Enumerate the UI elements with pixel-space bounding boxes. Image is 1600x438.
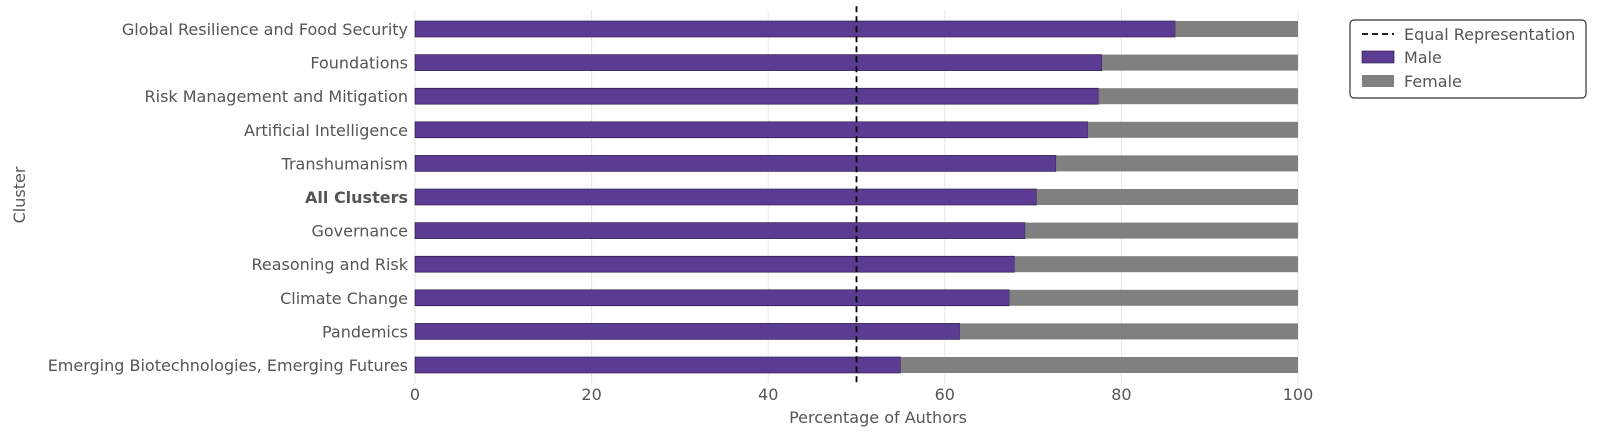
legend-female-label: Female <box>1404 72 1462 91</box>
legend-male-label: Male <box>1404 48 1442 67</box>
bar-male-1 <box>414 54 1103 71</box>
bar-female-8 <box>1009 289 1298 306</box>
bar-female-3 <box>1087 121 1298 138</box>
bar-female-0 <box>1175 21 1298 37</box>
category-label-3: Artificial Intelligence <box>244 121 408 140</box>
bar-male-8 <box>414 289 1010 307</box>
bar-female-2 <box>1098 88 1298 105</box>
x-tick-label-60: 60 <box>935 385 955 404</box>
bar-male-5 <box>414 188 1037 206</box>
bar-female-7 <box>1014 256 1298 273</box>
bar-male-0 <box>414 20 1176 38</box>
bar-female-5 <box>1036 189 1298 205</box>
y-axis-title: Cluster <box>10 166 29 223</box>
x-tick-label-0: 0 <box>410 385 420 404</box>
x-axis-title: Percentage of Authors <box>789 408 967 427</box>
bar-female-6 <box>1025 222 1298 239</box>
category-label-4: Transhumanism <box>281 154 408 173</box>
category-label-7: Reasoning and Risk <box>252 255 409 274</box>
category-label-9: Pandemics <box>322 322 408 341</box>
legend-box <box>1349 19 1587 99</box>
bar-male-4 <box>414 155 1057 172</box>
legend-equal-representation-label: Equal Representation <box>1404 25 1575 44</box>
category-label-8: Climate Change <box>280 289 408 308</box>
x-tick-label-40: 40 <box>758 385 778 404</box>
category-label-2: Risk Management and Mitigation <box>145 87 409 106</box>
category-label-0: Global Resilience and Food Security <box>122 20 408 39</box>
bar-female-4 <box>1056 155 1298 172</box>
bar-male-10 <box>414 356 901 374</box>
category-label-1: Foundations <box>310 54 408 73</box>
x-tick-label-80: 80 <box>1111 385 1131 404</box>
x-tick-label-20: 20 <box>581 385 601 404</box>
legend-male-swatch <box>1361 50 1395 64</box>
bar-male-7 <box>414 255 1015 273</box>
x-tick-label-100: 100 <box>1283 385 1314 404</box>
legend: Equal Representation Male Female <box>1349 19 1587 99</box>
x-tick-labels: 0 20 40 60 80 100 <box>410 385 1313 404</box>
bar-female-9 <box>959 323 1298 340</box>
category-label-6: Governance <box>311 222 408 241</box>
bars <box>414 20 1298 374</box>
bar-female-1 <box>1101 54 1298 71</box>
bar-female-10 <box>900 357 1298 373</box>
category-labels: Global Resilience and Food Security Found… <box>48 20 409 375</box>
bar-male-2 <box>414 87 1099 105</box>
bar-male-3 <box>414 121 1089 139</box>
legend-female-swatch <box>1362 75 1394 87</box>
bar-male-6 <box>414 222 1026 239</box>
bar-male-9 <box>414 323 961 340</box>
category-label-5: All Clusters <box>305 188 408 207</box>
category-label-10: Emerging Biotechnologies, Emerging Futur… <box>48 356 408 375</box>
